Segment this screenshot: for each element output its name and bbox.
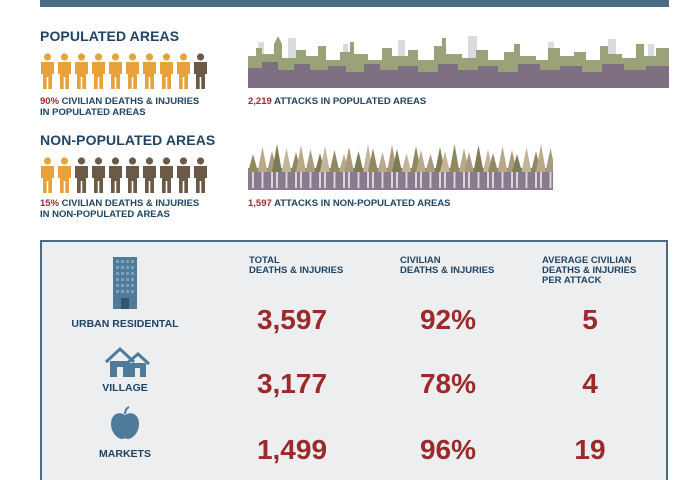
non-populated-attacks-caption: 1,597 ATTACKS IN NON-POPULATED AREAS [248, 198, 451, 209]
city-skyline-illustration [248, 36, 669, 88]
average-header-line1: AVERAGE CIVILIAN [542, 255, 632, 266]
civilian-column-header: CIVILIAN DEATHS & INJURIES [400, 256, 494, 276]
markets-average-value: 19 [574, 434, 606, 465]
civilian-header-line2: DEATHS & INJURIES [400, 265, 495, 276]
total-column-header: TOTAL DEATHS & INJURIES [249, 256, 343, 276]
civilian-header-line1: CIVILIAN [400, 255, 441, 266]
total-header-line1: TOTAL [249, 255, 280, 266]
populated-civilian-caption: 90% CIVILIAN DEATHS & INJURIES IN POPULA… [40, 96, 199, 118]
village-civilian-value: 78% [419, 368, 477, 399]
urban-civilian-value: 92% [419, 304, 477, 335]
markets-total-value: 1,499 [256, 434, 328, 465]
house-icon [104, 346, 150, 377]
other-person-icon [91, 157, 106, 198]
building-icon [113, 257, 137, 309]
civilian-person-icon [176, 53, 191, 94]
non-populated-civilian-caption: 15% CIVILIAN DEATHS & INJURIES IN NON-PO… [40, 198, 199, 220]
row-label-village: VILLAGE [102, 382, 148, 394]
average-column-header: AVERAGE CIVILIAN DEATHS & INJURIES PER A… [542, 256, 636, 286]
populated-caption-text: CIVILIAN DEATHS & INJURIES [59, 96, 200, 107]
markets-civilian-value: 96% [419, 434, 477, 465]
non-populated-people-pictogram [40, 157, 215, 193]
other-person-icon [176, 157, 191, 198]
statistics-panel: TOTAL DEATHS & INJURIES CIVILIAN DEATHS … [40, 240, 668, 480]
row-label-markets: MARKETS [99, 448, 151, 460]
civilian-person-icon [57, 157, 72, 198]
other-person-icon [142, 157, 157, 198]
total-header-line2: DEATHS & INJURIES [249, 265, 344, 276]
urban-total-value: 3,597 [256, 304, 328, 335]
populated-people-pictogram [40, 53, 215, 89]
populated-attacks-caption: 2,219 ATTACKS IN POPULATED AREAS [248, 96, 426, 107]
non-populated-caption-line2: IN NON-POPULATED AREAS [40, 209, 170, 220]
populated-caption-line2: IN POPULATED AREAS [40, 107, 146, 118]
average-header-line2: DEATHS & INJURIES [542, 265, 637, 276]
non-populated-caption-text: CIVILIAN DEATHS & INJURIES [59, 198, 200, 209]
civilian-person-icon [125, 53, 140, 94]
row-label-urban: URBAN RESIDENTAL [71, 318, 179, 330]
populated-civilian-percent: 90% [40, 96, 60, 107]
civilian-person-icon [159, 53, 174, 94]
populated-attacks-count: 2,219 [248, 96, 272, 107]
civilian-person-icon [40, 53, 55, 94]
non-populated-areas-heading: NON-POPULATED AREAS [40, 132, 216, 148]
other-person-icon [159, 157, 174, 198]
average-header-line3: PER ATTACK [542, 275, 602, 286]
civilian-person-icon [108, 53, 123, 94]
village-total-value: 3,177 [256, 368, 328, 399]
other-person-icon [125, 157, 140, 198]
non-populated-civilian-percent: 15% [40, 198, 60, 209]
civilian-person-icon [142, 53, 157, 94]
populated-attacks-text: ATTACKS IN POPULATED AREAS [271, 96, 427, 107]
other-person-icon [193, 157, 208, 198]
other-person-icon [108, 157, 123, 198]
civilian-person-icon [40, 157, 55, 198]
civilian-person-icon [91, 53, 106, 94]
non-populated-attacks-count: 1,597 [248, 198, 272, 209]
forest-illustration [248, 144, 553, 190]
top-header-bar [40, 0, 669, 7]
apple-icon [111, 406, 139, 439]
other-person-icon [193, 53, 208, 94]
civilian-person-icon [74, 53, 89, 94]
other-person-icon [74, 157, 89, 198]
village-average-value: 4 [582, 368, 598, 399]
civilian-person-icon [57, 53, 72, 94]
populated-areas-heading: POPULATED AREAS [40, 28, 180, 44]
urban-average-value: 5 [582, 304, 598, 335]
non-populated-attacks-text: ATTACKS IN NON-POPULATED AREAS [271, 198, 451, 209]
